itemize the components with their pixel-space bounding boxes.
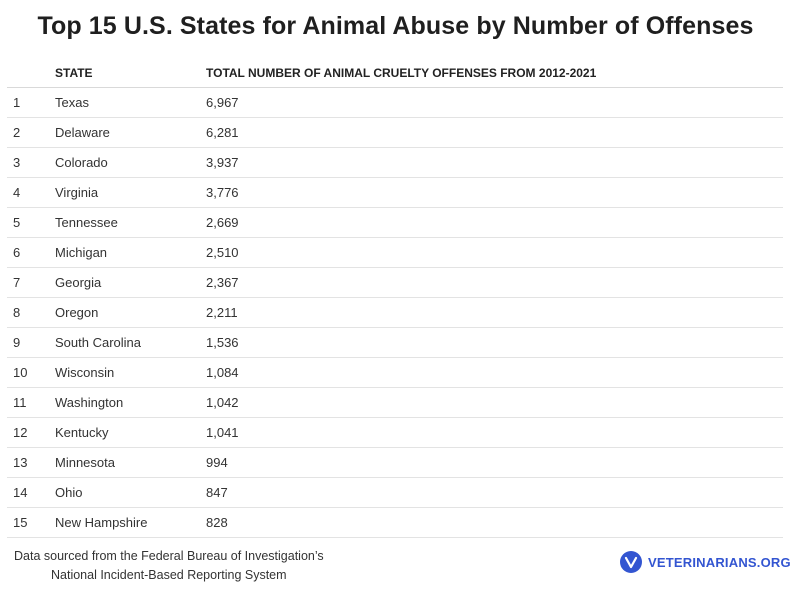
table-row: 12 Kentucky 1,041: [7, 417, 783, 448]
state-cell: Georgia: [55, 267, 206, 298]
offenses-cell: 2,669: [206, 207, 783, 238]
offenses-cell: 828: [206, 507, 783, 538]
table-header-row: STATE TOTAL NUMBER OF ANIMAL CRUELTY OFF…: [7, 58, 783, 88]
state-cell: Oregon: [55, 297, 206, 328]
rank-cell: 6: [7, 237, 55, 268]
rank-cell: 1: [7, 87, 55, 118]
offenses-cell: 847: [206, 477, 783, 508]
rank-cell: 4: [7, 177, 55, 208]
rank-cell: 5: [7, 207, 55, 238]
offenses-column-header: TOTAL NUMBER OF ANIMAL CRUELTY OFFENSES …: [206, 58, 783, 88]
offenses-cell: 1,041: [206, 417, 783, 448]
offenses-cell: 6,967: [206, 87, 783, 118]
state-cell: Washington: [55, 387, 206, 418]
state-cell: Tennessee: [55, 207, 206, 238]
state-cell: Wisconsin: [55, 357, 206, 388]
rank-cell: 8: [7, 297, 55, 328]
rank-cell: 13: [7, 447, 55, 478]
table-row: 14 Ohio 847: [7, 477, 783, 508]
rank-cell: 7: [7, 267, 55, 298]
rank-cell: 2: [7, 117, 55, 148]
offenses-table: STATE TOTAL NUMBER OF ANIMAL CRUELTY OFF…: [7, 58, 783, 538]
table-row: 6 Michigan 2,510: [7, 237, 783, 268]
source-line-1: Data sourced from the Federal Bureau of …: [14, 549, 324, 563]
state-cell: Colorado: [55, 147, 206, 178]
table-row: 3 Colorado 3,937: [7, 147, 783, 178]
state-cell: New Hampshire: [55, 507, 206, 538]
state-cell: South Carolina: [55, 327, 206, 358]
offenses-cell: 2,211: [206, 297, 783, 328]
rank-column-header: [7, 58, 55, 88]
table-row: 9 South Carolina 1,536: [7, 327, 783, 358]
state-cell: Minnesota: [55, 447, 206, 478]
rank-cell: 10: [7, 357, 55, 388]
state-cell: Kentucky: [55, 417, 206, 448]
rank-cell: 15: [7, 507, 55, 538]
veterinarians-logo-icon: [620, 551, 642, 573]
source-note: Data sourced from the Federal Bureau of …: [14, 547, 324, 585]
offenses-cell: 3,776: [206, 177, 783, 208]
table-row: 5 Tennessee 2,669: [7, 207, 783, 238]
offenses-cell: 1,042: [206, 387, 783, 418]
state-column-header: STATE: [55, 58, 206, 88]
offenses-cell: 994: [206, 447, 783, 478]
state-cell: Texas: [55, 87, 206, 118]
offenses-cell: 6,281: [206, 117, 783, 148]
offenses-cell: 1,084: [206, 357, 783, 388]
rank-cell: 14: [7, 477, 55, 508]
table-row: 11 Washington 1,042: [7, 387, 783, 418]
table-row: 4 Virginia 3,776: [7, 177, 783, 208]
state-cell: Virginia: [55, 177, 206, 208]
offenses-cell: 2,367: [206, 267, 783, 298]
offenses-cell: 3,937: [206, 147, 783, 178]
table-row: 15 New Hampshire 828: [7, 507, 783, 538]
table-row: 7 Georgia 2,367: [7, 267, 783, 298]
rank-cell: 12: [7, 417, 55, 448]
brand-logo[interactable]: VETERINARIANS.ORG: [620, 551, 791, 573]
table-row: 2 Delaware 6,281: [7, 117, 783, 148]
state-cell: Delaware: [55, 117, 206, 148]
table-row: 1 Texas 6,967: [7, 87, 783, 118]
table-body: 1 Texas 6,967 2 Delaware 6,281 3 Colorado 3,937 4…: [7, 87, 783, 538]
state-cell: Ohio: [55, 477, 206, 508]
rank-cell: 3: [7, 147, 55, 178]
table-row: 13 Minnesota 994: [7, 447, 783, 478]
table-row: 8 Oregon 2,211: [7, 297, 783, 328]
page-title: Top 15 U.S. States for Animal Abuse by N…: [37, 12, 754, 40]
rank-cell: 9: [7, 327, 55, 358]
rank-cell: 11: [7, 387, 55, 418]
brand-name: VETERINARIANS.ORG: [648, 554, 791, 570]
offenses-cell: 2,510: [206, 237, 783, 268]
state-cell: Michigan: [55, 237, 206, 268]
source-line-2: National Incident-Based Reporting System: [51, 568, 287, 582]
offenses-cell: 1,536: [206, 327, 783, 358]
table-row: 10 Wisconsin 1,084: [7, 357, 783, 388]
